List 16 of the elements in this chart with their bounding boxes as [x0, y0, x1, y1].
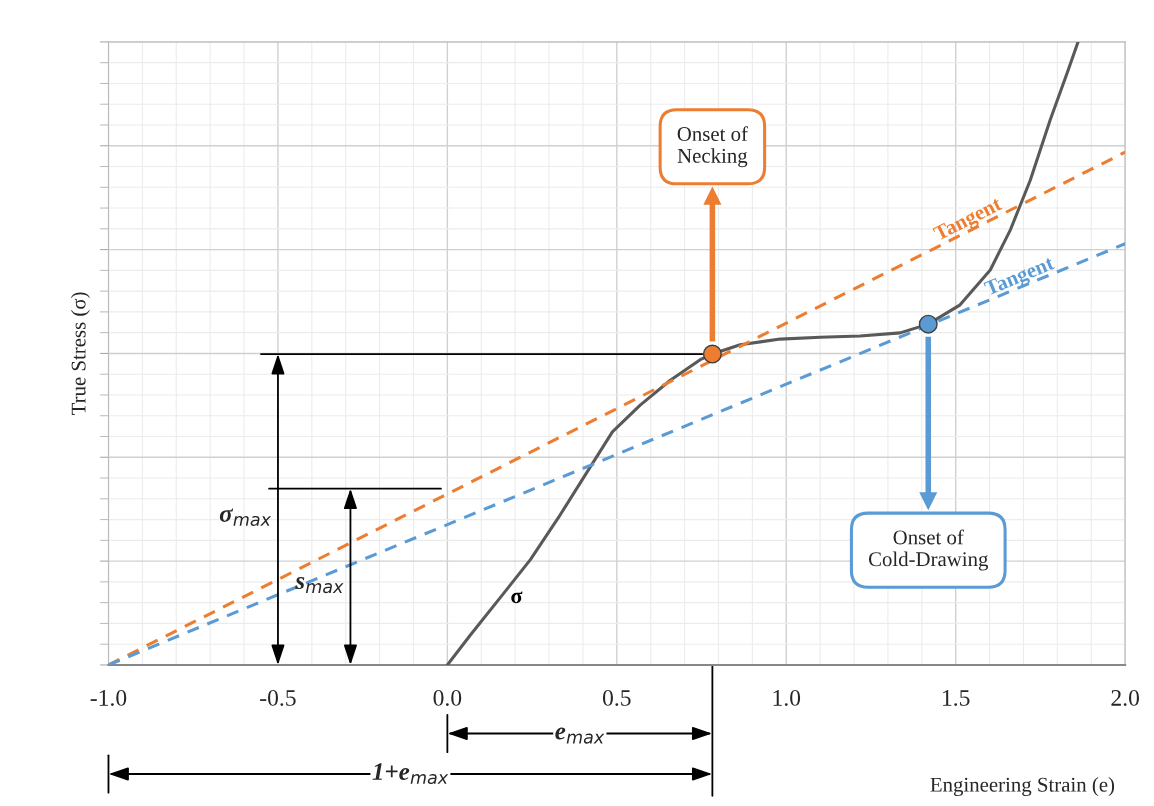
annotation: Onset of Cold-Drawing [868, 529, 989, 571]
text: e$_{max}$ [555, 727, 605, 744]
x-tick-label: 0.5 [602, 689, 631, 706]
annotation: s$_{max}$ [295, 577, 344, 594]
x-tick-label: -0.5 [260, 689, 296, 706]
x-tick-label: 1.0 [773, 689, 801, 706]
series-label: σ [511, 591, 523, 604]
x-tick-label: 0.0 [433, 689, 462, 706]
annotation: Onset of Necking [677, 126, 748, 168]
x-axis-title: Engineering Strain (e) [930, 777, 1115, 797]
x-tick-label: 2.0 [1111, 689, 1140, 706]
text: 1+e$_{max}$ [372, 763, 449, 785]
y-axis-title: True Stress (σ) [70, 292, 90, 415]
annotation: σ$_{max}$ [219, 508, 272, 526]
x-tick-label: 1.5 [943, 690, 970, 706]
x-tick-label: -1.0 [90, 689, 127, 706]
